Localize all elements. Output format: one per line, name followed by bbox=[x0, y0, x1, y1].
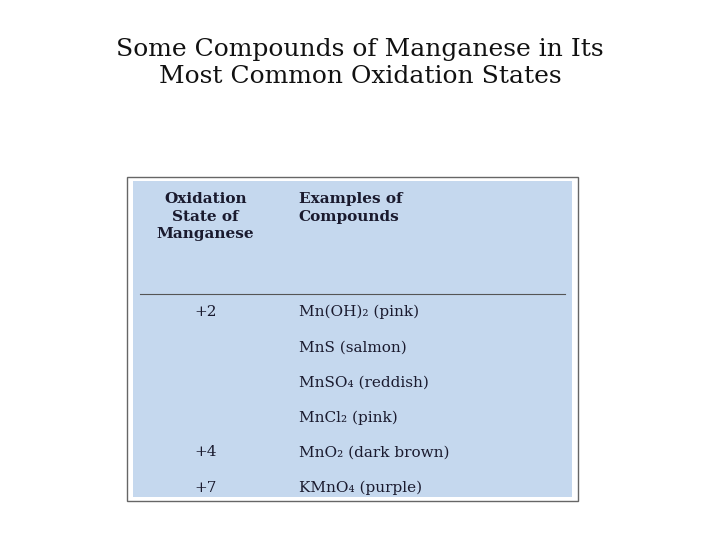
Text: +4: +4 bbox=[194, 446, 217, 460]
Text: Some Compounds of Manganese in Its
Most Common Oxidation States: Some Compounds of Manganese in Its Most … bbox=[116, 38, 604, 89]
Text: Mn(OH)₂ (pink): Mn(OH)₂ (pink) bbox=[299, 305, 419, 320]
Text: Examples of
Compounds: Examples of Compounds bbox=[299, 192, 402, 224]
Text: MnCl₂ (pink): MnCl₂ (pink) bbox=[299, 410, 397, 425]
Text: MnO₂ (dark brown): MnO₂ (dark brown) bbox=[299, 446, 449, 460]
FancyBboxPatch shape bbox=[127, 177, 578, 501]
Text: MnSO₄ (reddish): MnSO₄ (reddish) bbox=[299, 375, 428, 389]
FancyBboxPatch shape bbox=[133, 181, 572, 497]
Text: MnS (salmon): MnS (salmon) bbox=[299, 340, 407, 354]
Text: +7: +7 bbox=[194, 481, 217, 495]
Text: +2: +2 bbox=[194, 305, 217, 319]
Text: Oxidation
State of
Manganese: Oxidation State of Manganese bbox=[156, 192, 254, 241]
Text: KMnO₄ (purple): KMnO₄ (purple) bbox=[299, 481, 422, 495]
